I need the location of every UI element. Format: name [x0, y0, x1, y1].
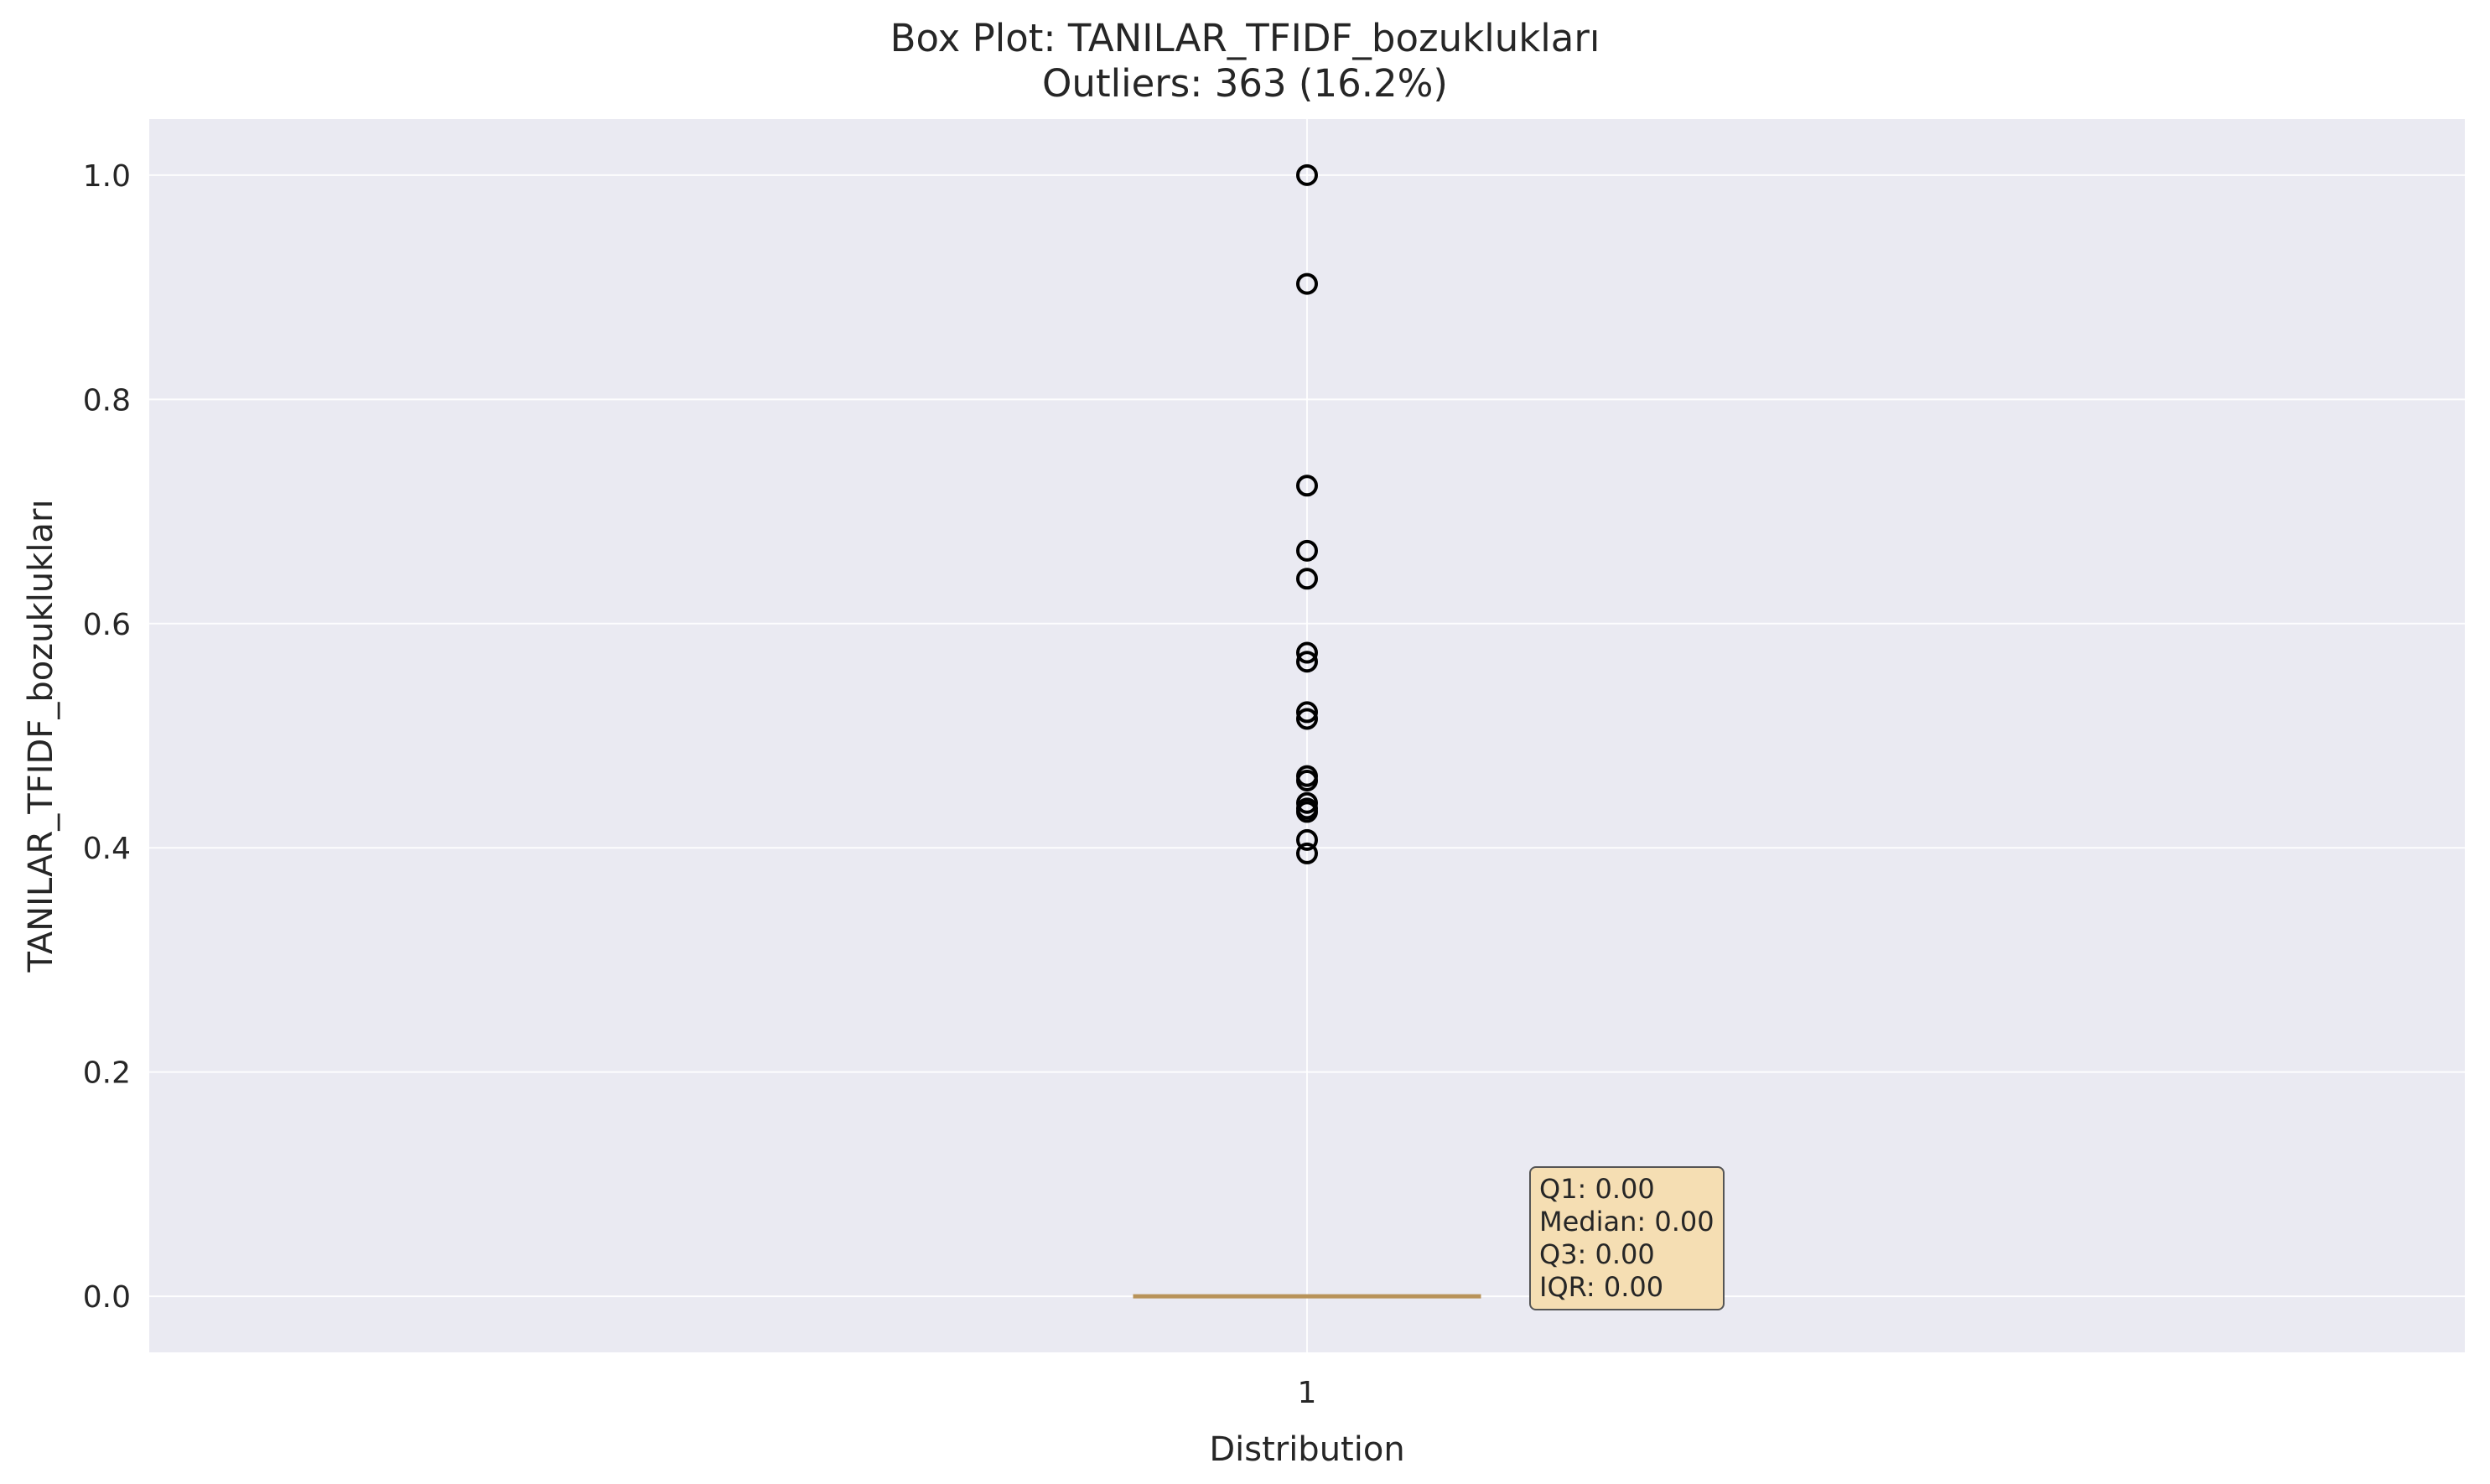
outlier-point [1296, 828, 1318, 851]
grid-lines [149, 119, 2465, 1352]
y-axis-label: TANILAR_TFIDF_bozuklukları [22, 499, 60, 973]
stats-q1: Q1: 0.00 [1539, 1173, 1655, 1206]
x-tick-label: 1 [1298, 1376, 1317, 1410]
y-tick-label: 1.0 [83, 159, 131, 194]
outlier-point [1296, 651, 1318, 673]
outlier-point [1296, 769, 1318, 791]
x-axis-ticks: 1 [1298, 1376, 1317, 1410]
stats-q3: Q3: 0.00 [1539, 1238, 1655, 1271]
y-tick-label: 0.0 [83, 1280, 131, 1315]
outlier-points [1296, 163, 1318, 864]
stats-median: Median: 0.00 [1539, 1206, 1714, 1238]
y-tick-label: 0.6 [83, 608, 131, 642]
y-tick-label: 0.4 [83, 832, 131, 866]
chart-subtitle: Outliers: 363 (16.2%) [1042, 61, 1448, 106]
outlier-point [1296, 475, 1318, 497]
box-group [1133, 1294, 1481, 1299]
outlier-point [1296, 568, 1318, 590]
stats-iqr: IQR: 0.00 [1539, 1271, 1664, 1304]
outlier-point [1296, 842, 1318, 864]
outlier-point [1296, 801, 1318, 823]
outlier-point [1296, 641, 1318, 664]
outlier-point [1296, 701, 1318, 724]
outlier-point [1296, 539, 1318, 562]
y-axis-ticks: 0.0 0.2 0.4 0.6 0.8 1.0 [83, 159, 131, 1315]
outlier-point [1296, 163, 1318, 186]
chart-title: Box Plot: TANILAR_TFIDF_bozuklukları [890, 16, 1600, 60]
y-tick-label: 0.8 [83, 383, 131, 418]
outlier-point [1296, 272, 1318, 295]
x-axis-label: Distribution [1209, 1430, 1404, 1469]
y-tick-label: 0.2 [83, 1056, 131, 1091]
stats-box: Q1: 0.00 Median: 0.00 Q3: 0.00 IQR: 0.00 [1529, 1166, 1725, 1311]
outlier-point [1296, 708, 1318, 730]
